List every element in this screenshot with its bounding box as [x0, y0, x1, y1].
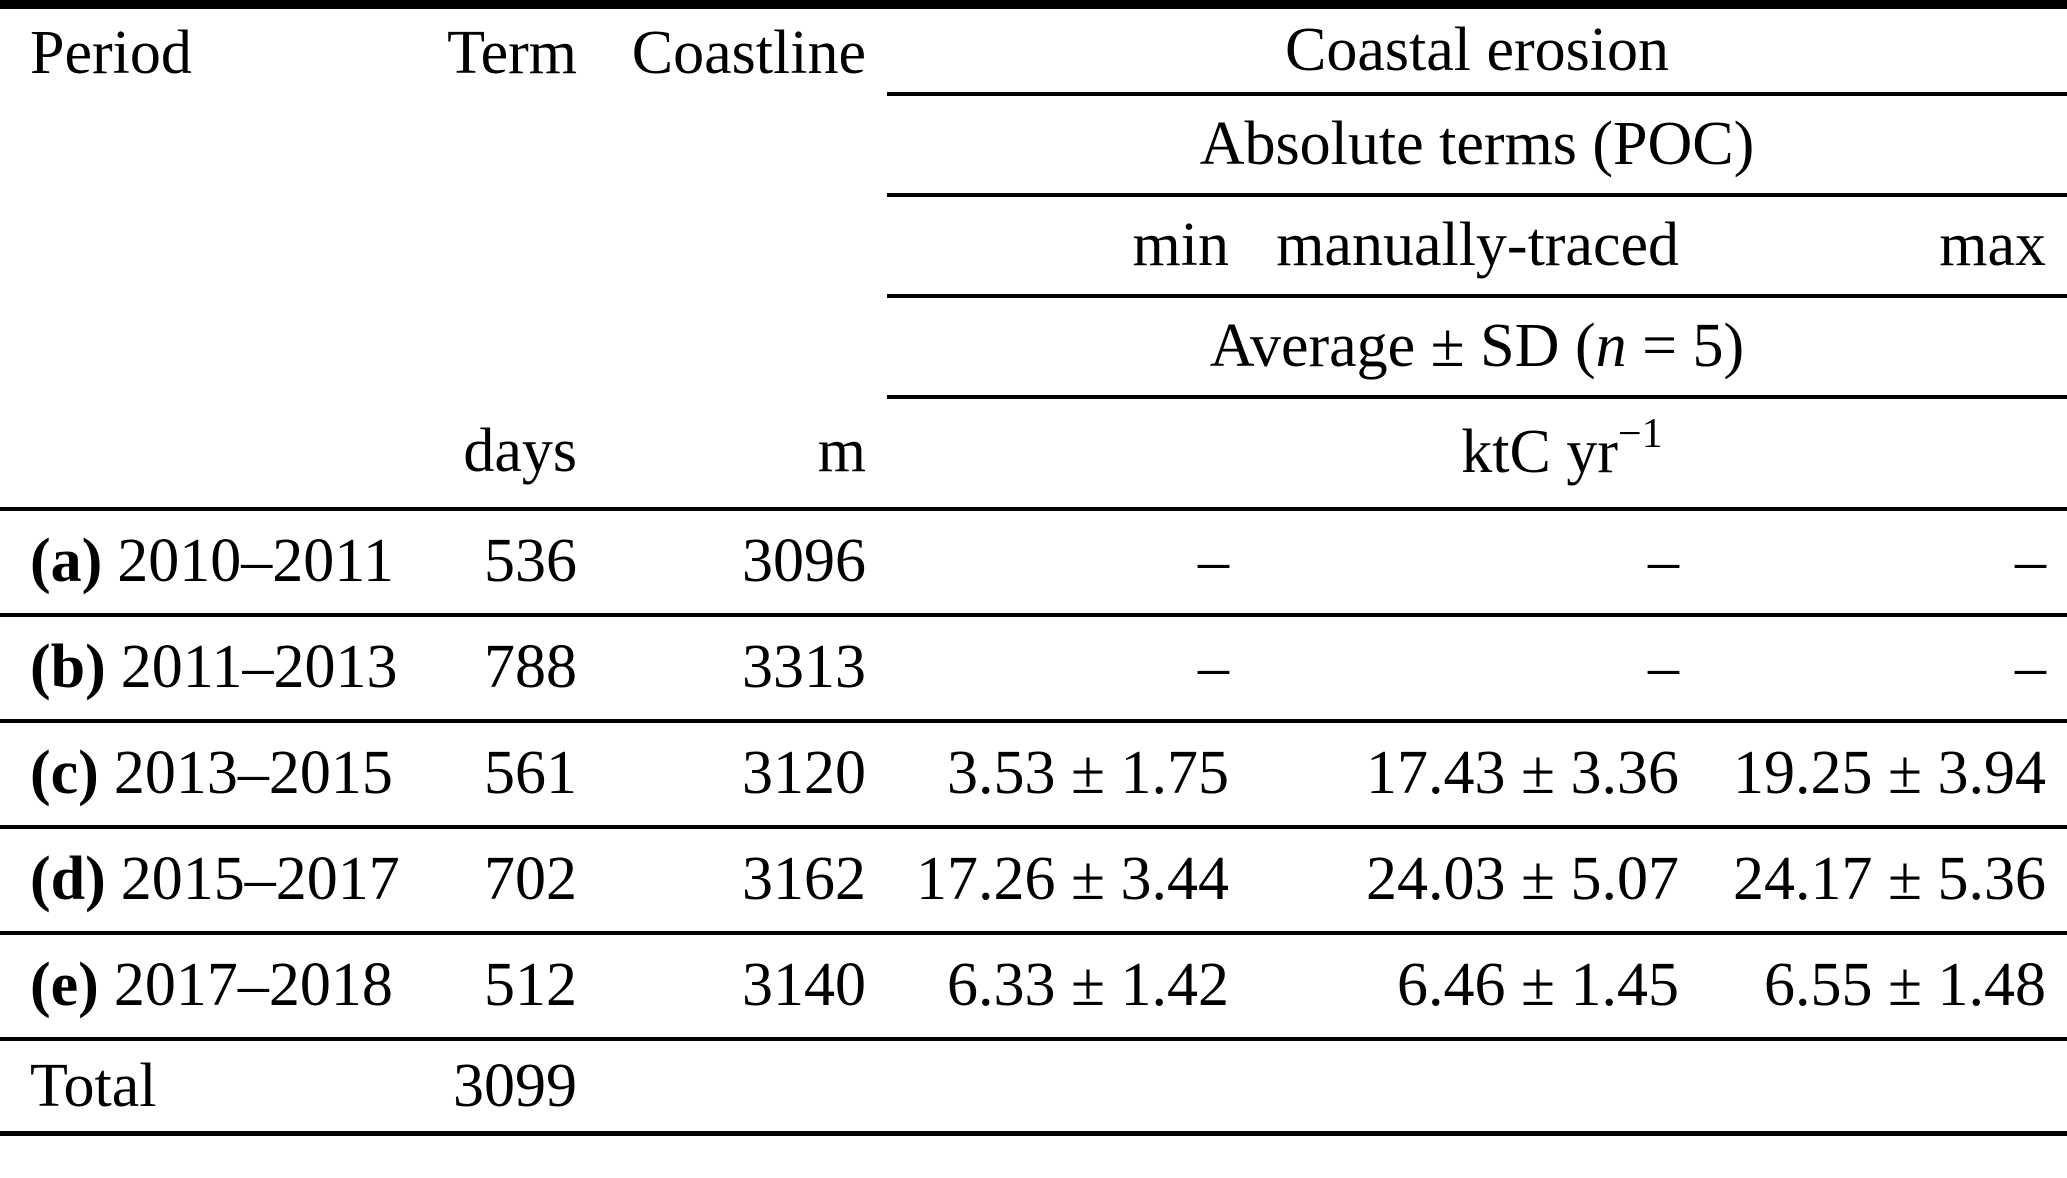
cell-manually-traced: 6.46 ± 1.45: [1396, 951, 1679, 1020]
cell-min: 3.53 ± 1.75: [946, 739, 1229, 808]
header-row-absolute-terms: Absolute terms (POC): [0, 93, 2067, 197]
table-row-d: (d) 2015–2017 702 3162 17.26 ± 3.44 24.03…: [0, 827, 2067, 931]
cell-min: –: [1198, 527, 1229, 596]
cell-coastline: 3162: [742, 845, 866, 914]
row-marker: (e): [30, 951, 99, 1020]
header-row-min-max: min manually-traced max: [0, 194, 2067, 298]
cell-max: –: [2015, 527, 2046, 596]
row-marker: (c): [30, 739, 99, 808]
cell-manually-traced: –: [1648, 633, 1679, 702]
cell-term: 788: [484, 633, 577, 702]
cell-max: 6.55 ± 1.48: [1763, 951, 2046, 1020]
table-row-total: Total 3099: [0, 1039, 2067, 1134]
column-subgroup-absolute-terms: Absolute terms (POC): [887, 93, 2067, 197]
column-subgroup-average-sd: Average ± SD (n = 5): [887, 295, 2067, 399]
row-period: 2011–2013: [120, 633, 398, 702]
table-row-e: (e) 2017–2018 512 3140 6.33 ± 1.42 6.46 ±…: [0, 933, 2067, 1037]
row-period: 2017–2018: [113, 951, 393, 1020]
empty-cell: [1700, 1039, 2067, 1134]
row-period: 2015–2017: [120, 845, 400, 914]
cell-max: –: [2015, 633, 2046, 702]
cell-max: 24.17 ± 5.36: [1732, 845, 2046, 914]
row-marker: (d): [30, 845, 106, 914]
row-period: 2013–2015: [113, 739, 393, 808]
cell-min: –: [1198, 633, 1229, 702]
total-label: Total: [30, 1051, 157, 1120]
unit-exponent: −1: [1618, 411, 1663, 458]
unit-erosion-ktc-per-year: ktC yr−1: [887, 396, 2067, 511]
cell-coastline: 3313: [742, 633, 866, 702]
cell-manually-traced: 17.43 ± 3.36: [1365, 739, 1679, 808]
row-marker: (a): [30, 527, 103, 596]
row-period: 2010–2011: [117, 527, 394, 596]
unit-base: ktC yr: [1461, 418, 1619, 487]
header-row-units: days m ktC yr−1: [0, 396, 2067, 511]
unit-term-days: days: [440, 396, 598, 511]
cell-max: 19.25 ± 3.94: [1732, 739, 2046, 808]
total-term: 3099: [453, 1051, 577, 1120]
column-header-min: min: [887, 194, 1250, 298]
empty-cell: [1250, 1039, 1700, 1134]
column-group-coastal-erosion: Coastal erosion: [887, 4, 2067, 96]
header-row-group: Period Term Coastline Coastal erosion: [0, 4, 2067, 96]
cell-manually-traced: 24.03 ± 5.07: [1365, 845, 1679, 914]
table-row-b: (b) 2011–2013 788 3313 – – –: [0, 615, 2067, 719]
cell-min: 17.26 ± 3.44: [915, 845, 1229, 914]
table-row-c: (c) 2013–2015 561 3120 3.53 ± 1.75 17.43 …: [0, 721, 2067, 825]
cell-coastline: 3120: [742, 739, 866, 808]
empty-cell: [598, 1039, 887, 1134]
column-header-max: max: [1700, 194, 2067, 298]
table-row-a: (a) 2010–2011 536 3096 – – –: [0, 509, 2067, 613]
unit-coastline-m: m: [598, 396, 887, 511]
column-header-term: Term: [447, 19, 577, 87]
column-header-period: Period: [30, 19, 192, 87]
empty-cell: [0, 396, 440, 511]
cell-coastline: 3096: [742, 527, 866, 596]
cell-term: 702: [484, 845, 577, 914]
column-header-coastline: Coastline: [631, 19, 866, 87]
header-row-average-sd: Average ± SD (n = 5): [0, 295, 2067, 399]
row-marker: (b): [30, 633, 106, 702]
empty-cell: [887, 1039, 1250, 1134]
cell-manually-traced: –: [1648, 527, 1679, 596]
average-sd-prefix: Average ± SD (: [1209, 311, 1596, 380]
average-sd-suffix: = 5): [1626, 311, 1745, 380]
average-sd-n-symbol: n: [1595, 311, 1627, 380]
cell-coastline: 3140: [742, 951, 866, 1020]
column-header-manually-traced: manually-traced: [1250, 194, 1700, 298]
coastal-erosion-table: Period Term Coastline Coastal erosion Ab…: [0, 0, 2067, 1136]
cell-term: 536: [484, 527, 577, 596]
cell-term: 561: [484, 739, 577, 808]
cell-term: 512: [484, 951, 577, 1020]
cell-min: 6.33 ± 1.42: [946, 951, 1229, 1020]
